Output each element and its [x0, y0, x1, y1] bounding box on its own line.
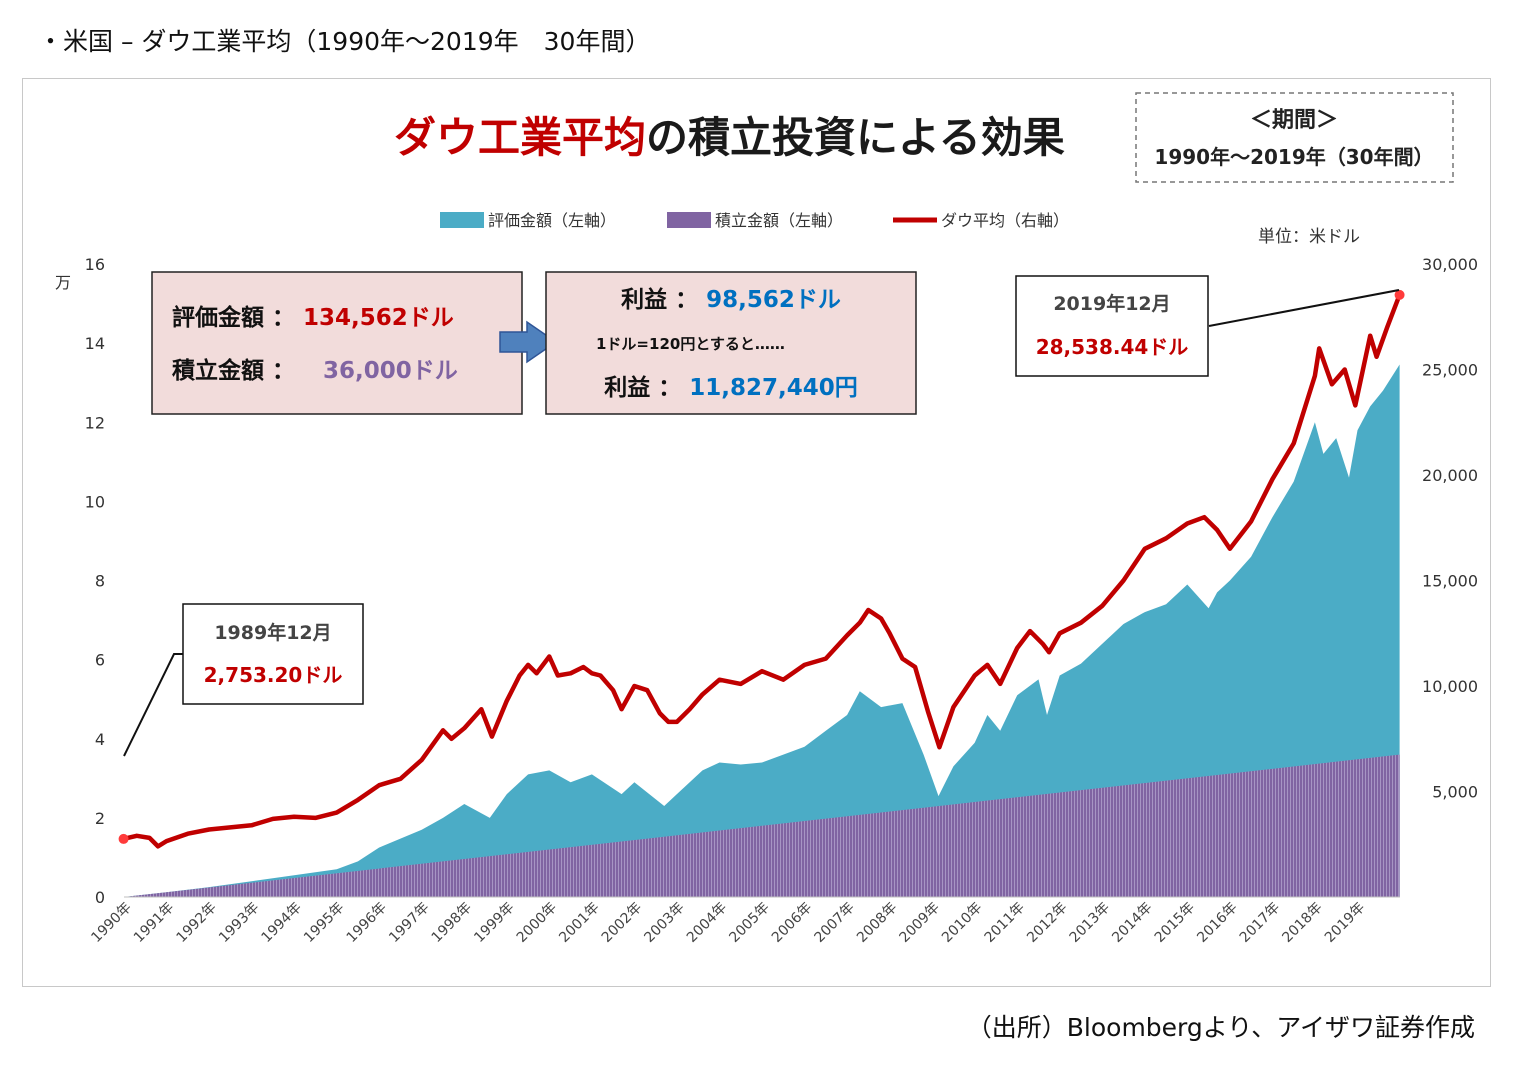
- right-axis-tick: 30,000: [1422, 255, 1478, 274]
- dow-line: [123, 293, 1402, 849]
- valuation-area: [124, 364, 1400, 897]
- period-box: [1135, 92, 1454, 183]
- x-axis-tick: 2004年: [684, 900, 730, 946]
- end-callout-value: 28,538.44ドル: [1036, 335, 1189, 359]
- legend-swatch-valuation: [440, 212, 484, 228]
- x-axis-tick: 2009年: [897, 900, 943, 946]
- left-axis-tick: 12: [85, 413, 105, 432]
- legend-label-contribution: 積立金額（左軸）: [715, 211, 843, 230]
- legend-label-valuation: 評価金額（左軸）: [488, 211, 616, 230]
- start-callout: [182, 603, 364, 705]
- source-note: （出所）Bloombergより、アイザワ証券作成: [966, 1013, 1475, 1042]
- x-axis-tick: 2000年: [514, 900, 560, 946]
- info-box1-label1: 評価金額 ：: [172, 304, 303, 331]
- end-callout-leader: [1208, 289, 1400, 327]
- period-box-line2: 1990年～2019年（30年間）: [1154, 145, 1433, 169]
- info-box2-label2: 利益 ：: [604, 374, 689, 401]
- info-box2-value1: 98,562ドル: [706, 287, 841, 313]
- legend: 評価金額（左軸） 積立金額（左軸） ダウ平均（右軸）: [440, 211, 1069, 230]
- end-callout: [1015, 275, 1209, 377]
- right-axis-tick: 20,000: [1422, 466, 1478, 485]
- info-box1-value1: 134,562ドル: [303, 305, 454, 331]
- info-box2-line2: 利益 ： 11,827,440円: [604, 374, 858, 401]
- x-axis-tick: 1991年: [131, 900, 177, 946]
- unit-label: 単位：米ドル: [1258, 227, 1360, 247]
- left-axis-tick: 6: [95, 651, 105, 670]
- x-axis-tick: 1998年: [429, 900, 475, 946]
- right-axis-tick: 15,000: [1422, 572, 1478, 591]
- left-axis-tick: 2: [95, 809, 105, 828]
- legend-swatch-contribution: [667, 212, 711, 228]
- x-axis-tick: 2006年: [769, 900, 815, 946]
- info-box2-line1: 利益 ： 98,562ドル: [621, 286, 841, 313]
- info-box1-line1: 評価金額 ： 134,562ドル: [172, 304, 454, 331]
- x-axis-tick: 2016年: [1194, 900, 1240, 946]
- arrow-icon: [499, 320, 558, 364]
- left-axis-ticks: 0 2 4 6 8 10 12 14 16: [85, 255, 105, 907]
- info-box1-line2: 積立金額 ： 36,000ドル: [172, 357, 458, 384]
- left-axis-tick: 4: [95, 730, 105, 749]
- left-axis-tick: 10: [85, 492, 105, 511]
- x-axis-tick: 2007年: [811, 900, 857, 946]
- x-axis-tick: 2018年: [1279, 900, 1325, 946]
- info-box1-label2: 積立金額 ：: [172, 357, 303, 384]
- left-axis-tick: 16: [85, 255, 105, 274]
- page-heading: ・米国 – ダウ工業平均（1990年～2019年 30年間）: [38, 27, 651, 56]
- right-axis-tick: 25,000: [1422, 361, 1478, 380]
- start-callout-leader: [123, 653, 183, 757]
- legend-label-dow: ダウ平均（右軸）: [941, 211, 1069, 230]
- x-axis-ticks: 1990年1991年1992年1993年1994年1995年1996年1997年…: [88, 900, 1368, 946]
- dow-start-dot: [118, 833, 129, 844]
- x-axis-tick: 2002年: [599, 900, 645, 946]
- x-axis-tick: 2011年: [982, 900, 1028, 946]
- x-axis-tick: 2010年: [939, 900, 985, 946]
- info-box-profit: [545, 271, 917, 415]
- contribution-area: [124, 754, 1400, 897]
- info-box2-label1: 利益 ：: [621, 286, 706, 313]
- left-axis-tick: 14: [85, 334, 105, 353]
- right-axis-ticks: 5,000 10,000 15,000 20,000 25,000 30,000: [1422, 255, 1478, 802]
- right-axis-tick: 10,000: [1422, 677, 1478, 696]
- x-axis-tick: 2017年: [1237, 900, 1283, 946]
- x-axis-tick: 2014年: [1109, 900, 1155, 946]
- start-callout-label: 1989年12月: [214, 621, 331, 644]
- x-axis-tick: 1992年: [173, 900, 219, 946]
- x-axis-tick: 1995年: [301, 900, 347, 946]
- x-axis-tick: 2015年: [1152, 900, 1198, 946]
- period-box-line1: ＜期間＞: [1250, 108, 1338, 133]
- left-axis-unit: 万: [55, 273, 71, 292]
- plot-area: [118, 289, 1405, 898]
- x-axis-tick: 2005年: [726, 900, 772, 946]
- x-axis-tick: 2003年: [641, 900, 687, 946]
- info-box1-value2: 36,000ドル: [323, 358, 458, 384]
- x-axis-tick: 2019年: [1322, 900, 1368, 946]
- left-axis-tick: 0: [95, 888, 105, 907]
- x-axis-tick: 1999年: [471, 900, 517, 946]
- chart-title-red: ダウ工業平均: [394, 113, 646, 162]
- x-axis-tick: 1996年: [344, 900, 390, 946]
- chart-title-dark: の積立投資による効果: [646, 113, 1065, 162]
- chart-title: ダウ工業平均の積立投資による効果: [394, 113, 1065, 162]
- x-axis-tick: 1993年: [216, 900, 262, 946]
- x-axis-tick: 2013年: [1067, 900, 1113, 946]
- x-axis-tick: 1994年: [259, 900, 305, 946]
- info-box2-note: 1ドル=120円とすると……: [596, 335, 785, 353]
- x-axis-tick: 2012年: [1024, 900, 1070, 946]
- start-callout-value: 2,753.20ドル: [204, 663, 343, 687]
- left-axis-tick: 8: [95, 572, 105, 591]
- info-box-valuation: [151, 271, 523, 415]
- x-axis-tick: 2008年: [854, 900, 900, 946]
- x-axis-tick: 2001年: [556, 900, 602, 946]
- info-box2-value2: 11,827,440円: [689, 375, 858, 401]
- chart-svg: ダウ工業平均の積立投資による効果 ＜期間＞ 1990年～2019年（30年間） …: [55, 92, 1478, 946]
- x-axis-tick: 1997年: [386, 900, 432, 946]
- end-callout-label: 2019年12月: [1053, 292, 1170, 315]
- dow-end-dot: [1394, 289, 1405, 300]
- right-axis-tick: 5,000: [1432, 783, 1478, 802]
